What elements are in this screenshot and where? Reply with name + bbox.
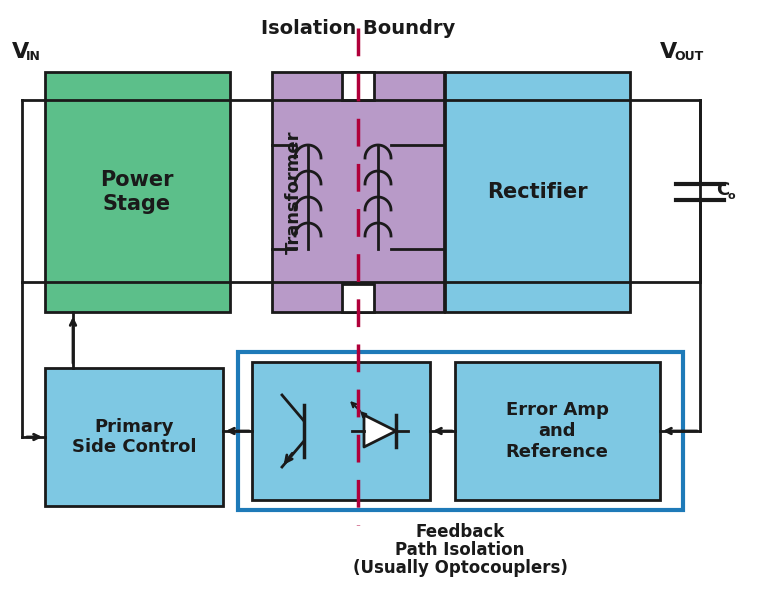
Text: o: o bbox=[727, 191, 735, 201]
Text: (Usually Optocouplers): (Usually Optocouplers) bbox=[352, 559, 567, 577]
Bar bbox=[45, 368, 223, 506]
Text: Rectifier: Rectifier bbox=[487, 182, 588, 202]
Bar bbox=[342, 72, 374, 100]
Bar bbox=[252, 362, 430, 500]
Text: Transformer: Transformer bbox=[285, 130, 303, 254]
Bar bbox=[455, 362, 660, 500]
Bar bbox=[342, 284, 374, 312]
Text: OUT: OUT bbox=[674, 49, 703, 62]
Text: Error Amp
and
Reference: Error Amp and Reference bbox=[506, 401, 608, 461]
Text: V: V bbox=[12, 42, 29, 62]
Bar bbox=[238, 352, 683, 510]
Text: V: V bbox=[660, 42, 677, 62]
Polygon shape bbox=[364, 415, 396, 447]
Bar bbox=[272, 72, 444, 312]
Text: Isolation Boundry: Isolation Boundry bbox=[261, 18, 455, 38]
Text: IN: IN bbox=[26, 49, 41, 62]
Bar bbox=[45, 72, 230, 312]
Text: Power
Stage: Power Stage bbox=[100, 171, 173, 214]
Text: Feedback: Feedback bbox=[416, 523, 505, 541]
Text: Primary
Side Control: Primary Side Control bbox=[72, 418, 197, 456]
Bar bbox=[445, 72, 630, 312]
Text: C: C bbox=[716, 181, 729, 199]
Text: Path Isolation: Path Isolation bbox=[396, 541, 525, 559]
